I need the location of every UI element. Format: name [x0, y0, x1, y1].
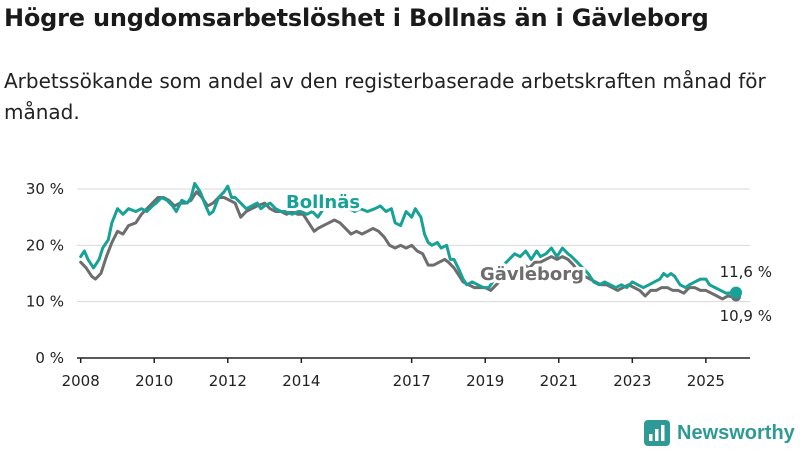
x-tick-label: 2021 [540, 372, 578, 390]
series-label-bollnas: Bollnäs [286, 192, 360, 213]
x-tick-label: 2025 [687, 372, 725, 390]
chart-subtitle: Arbetssökande som andel av den registerb… [4, 69, 766, 124]
series-labels: Bollnäs Gävleborg 11,6 % 10,9 % [283, 189, 772, 325]
series-label-gavleborg: Gävleborg [480, 264, 584, 285]
x-tick-label: 2019 [466, 372, 504, 390]
newsworthy-bar-chart-icon [644, 420, 670, 446]
y-tick-label: 0 % [35, 349, 64, 367]
brand-name: Newsworthy [677, 421, 795, 444]
end-value-label-bollnas: 11,6 % [720, 263, 772, 281]
y-axis: 0 % 10 % 20 % 30 % [26, 180, 64, 367]
series-line-bollnas [79, 181, 738, 295]
x-tick-label: 2012 [209, 372, 247, 390]
end-point-bollnas [730, 286, 743, 299]
x-tick-label: 2010 [135, 372, 173, 390]
end-value-label-gavleborg: 10,9 % [720, 307, 772, 325]
newsworthy-logo: Newsworthy [644, 419, 795, 447]
y-tick-label: 30 % [26, 180, 64, 198]
y-tick-label: 20 % [26, 236, 64, 254]
x-tick-label: 2023 [613, 372, 651, 390]
chart-title: Högre ungdomsarbetslöshet i Bollnäs än i… [4, 4, 709, 32]
x-tick-label: 2014 [282, 372, 320, 390]
series-lines [79, 181, 743, 302]
x-tick-label: 2008 [62, 372, 100, 390]
x-tick-label: 2017 [393, 372, 431, 390]
y-tick-label: 10 % [26, 293, 64, 311]
x-axis: 2008 2010 2012 2014 2017 2019 2021 2023 2025 [62, 357, 750, 390]
